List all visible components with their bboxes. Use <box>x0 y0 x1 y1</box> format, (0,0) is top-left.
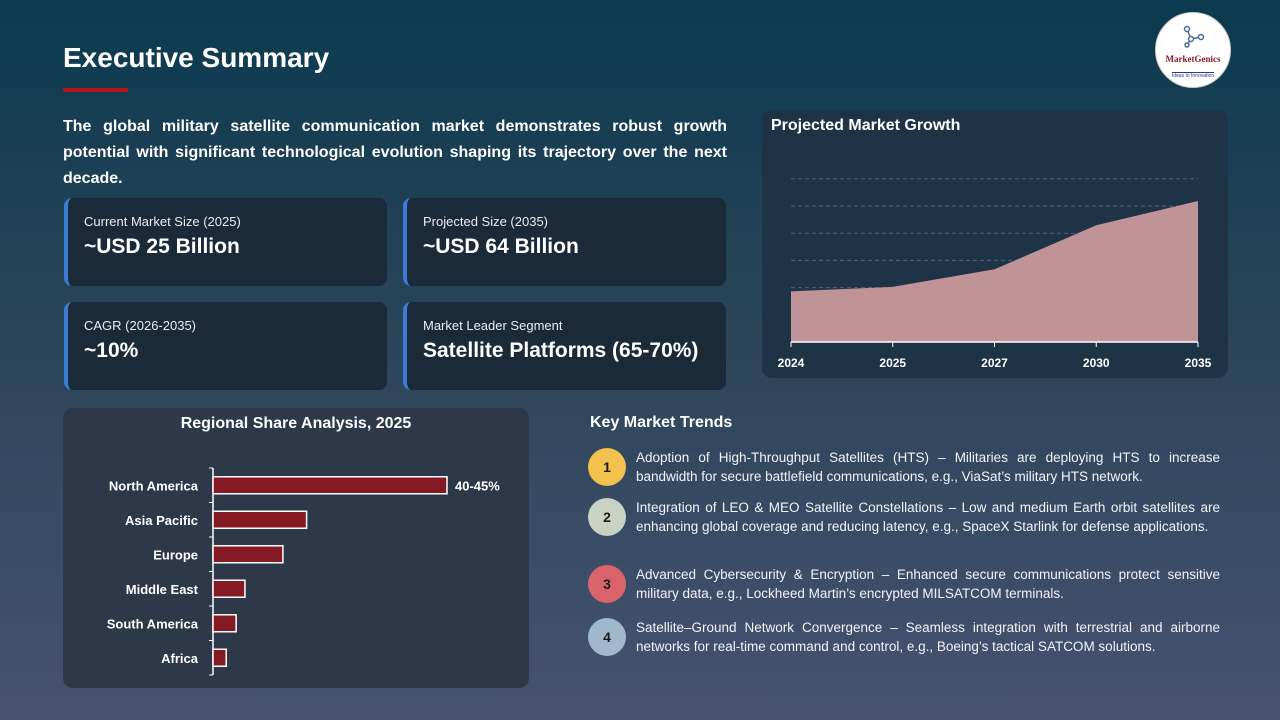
x-tick-label: 2025 <box>879 356 906 370</box>
category-label: Asia Pacific <box>125 513 198 528</box>
category-label: Europe <box>153 547 198 562</box>
logo-tagline: Ideas to Innovation <box>1171 72 1215 79</box>
bar <box>212 648 227 667</box>
card-value: Satellite Platforms (65-70%) <box>423 339 699 362</box>
chart-title: Regional Share Analysis, 2025 <box>180 415 412 432</box>
bar <box>212 476 448 495</box>
regional-chart-panel: Regional Share Analysis, 2025 North Amer… <box>63 408 529 688</box>
logo-text: MarketGenics <box>1165 54 1221 64</box>
card-current-size: Current Market Size (2025) ~USD 25 Billio… <box>64 198 387 286</box>
card-value: ~USD 64 Billion <box>423 235 579 258</box>
trends-title: Key Market Trends <box>590 414 733 431</box>
bar <box>212 614 237 633</box>
x-tick-label: 2030 <box>1083 356 1110 370</box>
trend-text: Integration of LEO & MEO Satellite Const… <box>636 500 1220 534</box>
trend-text: Adoption of High-Throughput Satellites (… <box>636 450 1220 484</box>
card-cagr: CAGR (2026-2035) ~10% <box>64 302 387 390</box>
trend-number-badge: 1 <box>588 448 626 486</box>
card-label: CAGR (2026-2035) <box>84 318 196 333</box>
x-tick-label: 2035 <box>1185 356 1212 370</box>
category-label: North America <box>109 478 199 493</box>
card-value: ~USD 25 Billion <box>84 235 240 258</box>
data-label: 40-45% <box>455 478 500 493</box>
area-chart: 2024 2025 2027 2030 2035 <box>778 178 1212 370</box>
card-value: ~10% <box>84 339 139 362</box>
card-label: Projected Size (2035) <box>423 214 549 229</box>
card-leader-segment: Market Leader Segment Satellite Platforms… <box>403 302 726 390</box>
x-tick-label: 2027 <box>981 356 1008 370</box>
growth-chart-panel: Projected Market Growth 2024 2025 2027 2030… <box>762 110 1228 378</box>
trend-number-badge: 4 <box>588 618 626 656</box>
card-label: Current Market Size (2025) <box>84 214 241 229</box>
area-series <box>791 201 1198 342</box>
title-underline <box>63 88 128 92</box>
x-tick-label: 2024 <box>778 356 805 370</box>
trend-item: 2 Integration of LEO & MEO Satellite Cons… <box>588 498 1220 536</box>
card-projected-size: Projected Size (2035) ~USD 64 Billion <box>403 198 726 286</box>
page-title: Executive Summary <box>63 42 330 73</box>
trend-item: 1 Adoption of High-Throughput Satellites … <box>588 448 1220 486</box>
chart-title: Projected Market Growth <box>771 117 961 134</box>
network-icon <box>1183 25 1205 48</box>
bar <box>212 545 284 564</box>
company-logo: MarketGenics Ideas to Innovation <box>1155 12 1231 88</box>
bar <box>212 579 246 598</box>
intro-text: The global military satellite communicat… <box>63 118 727 187</box>
trend-text: Advanced Cybersecurity & Encryption – En… <box>636 567 1220 601</box>
trend-text: Satellite–Ground Network Convergence – S… <box>636 620 1220 654</box>
bar-chart: North America 40-45% Asia Pacific Europe Mid… <box>107 467 500 676</box>
card-label: Market Leader Segment <box>423 318 563 333</box>
trend-number-badge: 2 <box>588 498 626 536</box>
trend-item: 3 Advanced Cybersecurity & Encryption – E… <box>588 565 1220 603</box>
bar <box>212 510 308 529</box>
category-label: Africa <box>161 651 199 666</box>
category-label: Middle East <box>126 582 199 597</box>
trend-number-badge: 3 <box>588 565 626 603</box>
trend-item: 4 Satellite–Ground Network Convergence – … <box>588 618 1220 656</box>
category-label: South America <box>107 616 199 631</box>
